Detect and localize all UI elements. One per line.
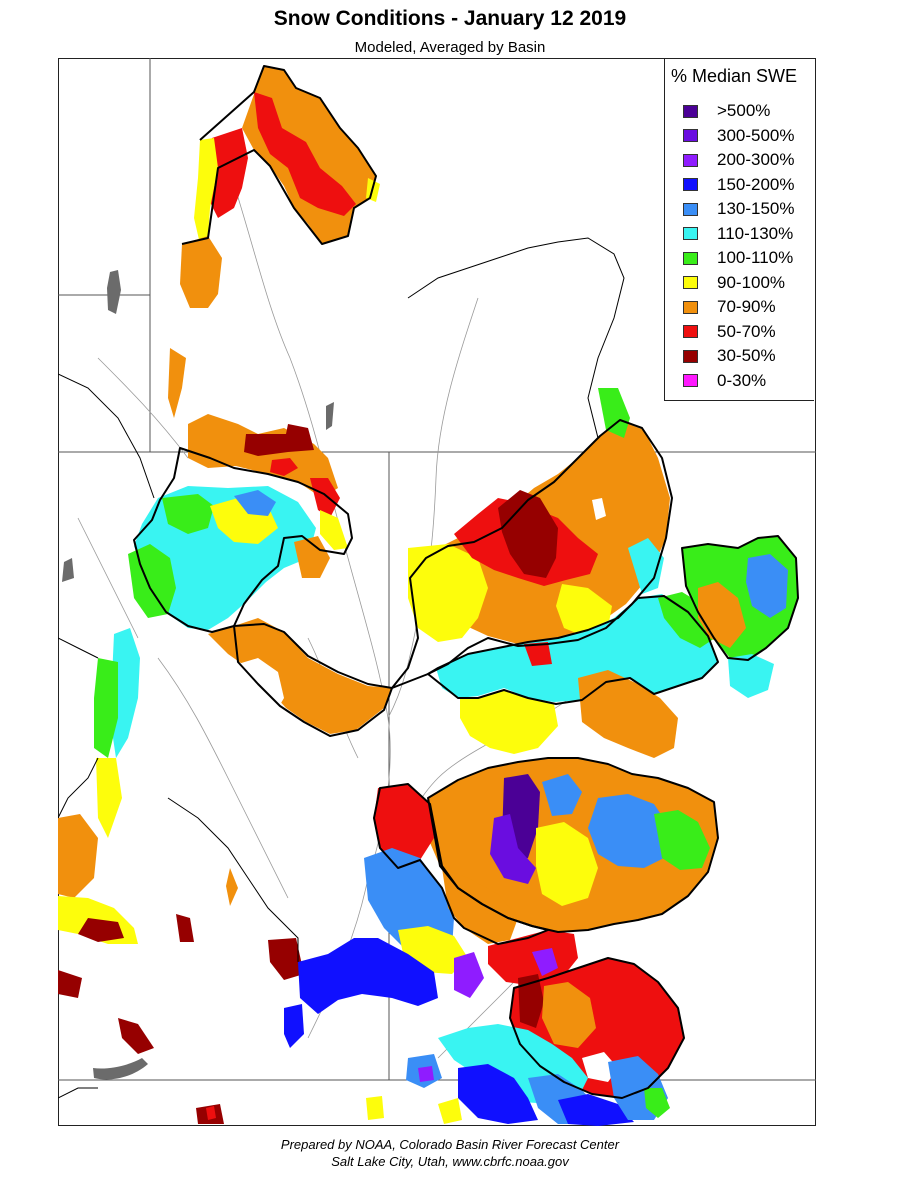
legend-item: 100-110% xyxy=(683,246,795,271)
sub-basin-lines xyxy=(58,237,625,1099)
legend-list: >500% 300-500% 200-300% 150-200% 130-150% 110… xyxy=(683,99,795,393)
legend-item: 70-90% xyxy=(683,295,795,320)
legend-label: 90-100% xyxy=(717,272,786,292)
legend-item: 130-150% xyxy=(683,197,795,222)
legend-swatch xyxy=(683,325,698,339)
legend-label: 110-130% xyxy=(717,223,794,243)
legend-label: 0-30% xyxy=(717,370,767,390)
legend-swatch xyxy=(683,202,698,216)
legend-item: 300-500% xyxy=(683,124,795,149)
legend-swatch xyxy=(683,227,698,241)
footer: Prepared by NOAA, Colorado Basin River F… xyxy=(0,1136,900,1170)
legend-swatch xyxy=(683,276,698,290)
legend-item: 30-50% xyxy=(683,344,795,369)
legend-label: 150-200% xyxy=(717,174,795,194)
legend-label: 30-50% xyxy=(717,346,776,366)
swe-regions xyxy=(58,66,798,1126)
legend-label: 50-70% xyxy=(717,321,776,341)
legend-title: % Median SWE xyxy=(671,66,798,86)
legend: % Median SWE >500% 300-500% 200-300% 150-20… xyxy=(664,59,814,401)
legend-label: 100-110% xyxy=(717,248,794,268)
legend-item: 200-300% xyxy=(683,148,795,173)
basin-boundaries xyxy=(133,65,799,1099)
legend-swatch xyxy=(683,251,698,265)
legend-swatch xyxy=(683,349,698,363)
legend-label: >500% xyxy=(717,101,771,121)
legend-label: 300-500% xyxy=(717,125,795,145)
rivers xyxy=(77,137,659,1059)
legend-item: 0-30% xyxy=(683,369,795,394)
map-subtitle: Modeled, Averaged by Basin xyxy=(354,39,546,56)
legend-label: 200-300% xyxy=(717,150,795,170)
footer-credit: Prepared by NOAA, Colorado Basin River F… xyxy=(280,1137,620,1152)
legend-item: 90-100% xyxy=(683,271,795,296)
footer-location: Salt Lake City, Utah, www.cbrfc.noaa.gov xyxy=(331,1154,569,1169)
legend-swatch xyxy=(683,374,698,388)
legend-item: 150-200% xyxy=(683,173,795,198)
legend-swatch xyxy=(683,104,698,118)
legend-item: >500% xyxy=(683,99,795,124)
legend-swatch xyxy=(683,153,698,167)
legend-swatch xyxy=(683,178,698,192)
legend-item: 110-130% xyxy=(683,222,795,247)
legend-swatch xyxy=(683,300,698,314)
legend-label: 70-90% xyxy=(717,297,776,317)
legend-item: 50-70% xyxy=(683,320,795,345)
legend-label: 130-150% xyxy=(717,199,795,219)
map-title: Snow Conditions - January 12 2019 xyxy=(273,7,627,30)
legend-swatch xyxy=(683,129,698,143)
